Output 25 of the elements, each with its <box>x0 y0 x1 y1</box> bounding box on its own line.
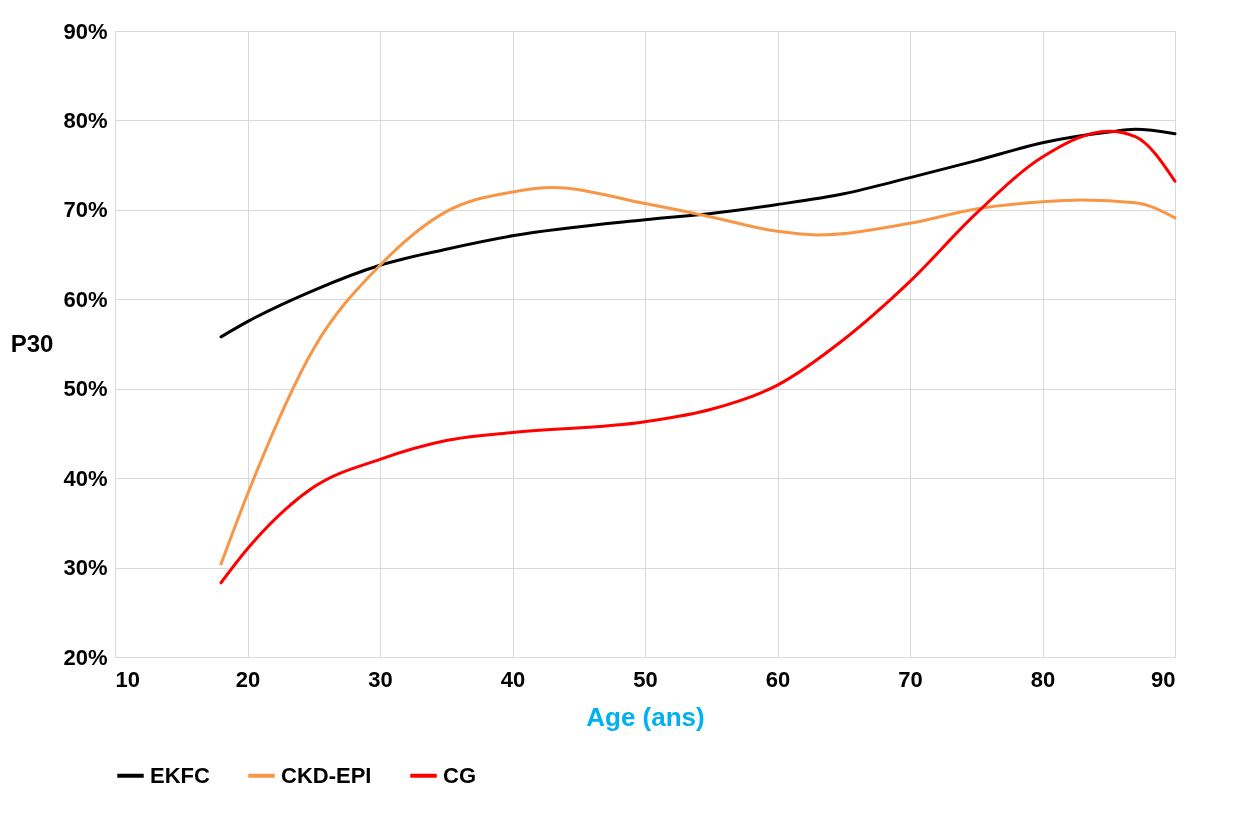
line-series <box>219 186 1177 566</box>
line-series <box>219 129 1177 585</box>
y-tick-label: 30% <box>63 555 108 581</box>
x-tick-label: 30 <box>368 666 393 692</box>
x-tick-label: 40 <box>500 666 526 692</box>
y-axis-title: P30 <box>10 329 54 357</box>
x-tick-label: 80 <box>1030 666 1056 692</box>
y-tick-label: 40% <box>63 465 108 491</box>
y-tick-label: 90% <box>63 18 108 44</box>
x-tick-label: 50 <box>633 666 658 692</box>
legend-label: EKFC <box>150 762 210 788</box>
x-tick-label: 70 <box>898 666 923 692</box>
line-series <box>219 127 1177 339</box>
legend-label: CG <box>443 762 476 788</box>
y-tick-label: 70% <box>63 197 108 223</box>
x-tick-label: 60 <box>765 666 791 692</box>
y-tick-label: 60% <box>63 286 108 312</box>
y-tick-label: 20% <box>63 644 108 670</box>
x-tick-label: 90 <box>1151 666 1176 692</box>
x-tick-label: 20 <box>235 666 261 692</box>
y-tick-label: 50% <box>63 376 108 402</box>
legend-label: CKD-EPI <box>281 762 372 788</box>
x-axis-title: Age (ans) <box>586 701 705 732</box>
x-tick-label: 10 <box>115 666 140 692</box>
y-tick-label: 80% <box>63 107 108 133</box>
